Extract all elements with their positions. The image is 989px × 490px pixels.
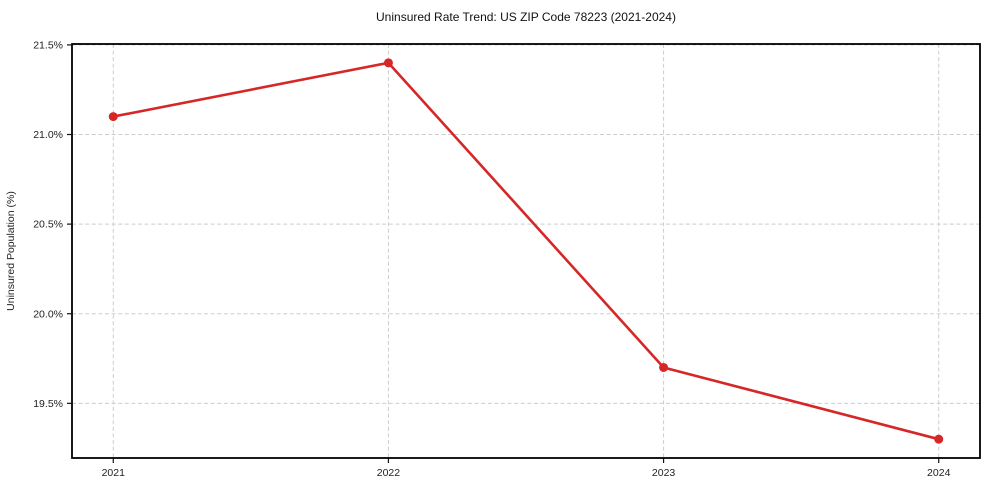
y-axis-label: Uninsured Population (%) bbox=[5, 191, 17, 311]
chart-title: Uninsured Rate Trend: US ZIP Code 78223 … bbox=[376, 10, 676, 24]
y-tick-label: 21.0% bbox=[33, 129, 63, 141]
data-point-marker bbox=[934, 434, 944, 444]
series-layer bbox=[108, 58, 944, 444]
frame-layer bbox=[71, 43, 981, 459]
x-tick-label: 2022 bbox=[377, 467, 401, 479]
x-tick-label: 2024 bbox=[927, 467, 951, 479]
data-point-marker bbox=[659, 362, 669, 372]
data-point-marker bbox=[383, 58, 393, 68]
x-tick-label: 2021 bbox=[102, 467, 126, 479]
data-point-marker bbox=[108, 112, 118, 122]
axis-frame bbox=[71, 43, 981, 459]
y-tick-label: 20.5% bbox=[33, 219, 63, 231]
x-tick-label: 2023 bbox=[652, 467, 676, 479]
grid-layer bbox=[72, 44, 980, 458]
y-tick-label: 20.0% bbox=[33, 308, 63, 320]
trend-line bbox=[111, 61, 941, 441]
y-tick-label: 19.5% bbox=[33, 398, 63, 410]
y-tick-label: 21.5% bbox=[33, 39, 63, 51]
tick-layer: 19.5% 20.0% 20.5% 21.0% 21.5% 2021 2022 2023 202… bbox=[33, 39, 950, 479]
